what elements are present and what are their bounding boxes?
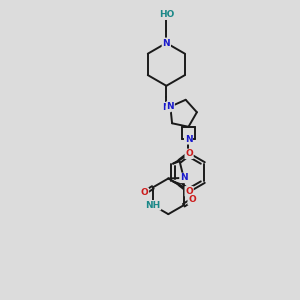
Text: N: N: [163, 38, 170, 47]
Text: N: N: [163, 103, 170, 112]
Text: NH: NH: [145, 201, 160, 210]
Text: HO: HO: [159, 10, 174, 19]
Text: O: O: [185, 149, 193, 158]
Text: N: N: [167, 102, 174, 111]
Text: N: N: [185, 135, 192, 144]
Text: O: O: [188, 195, 196, 204]
Text: N: N: [163, 38, 170, 47]
Text: O: O: [185, 187, 193, 196]
Text: O: O: [141, 188, 148, 197]
Text: N: N: [180, 173, 188, 182]
